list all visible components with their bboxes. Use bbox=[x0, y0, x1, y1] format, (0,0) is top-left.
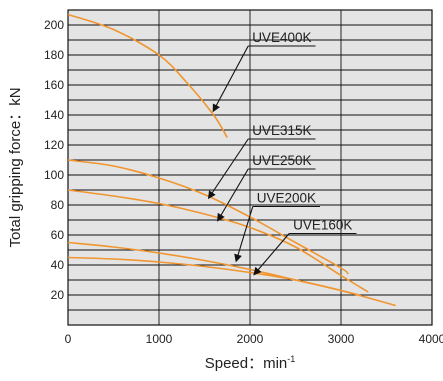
series-callout-arrow-uve250k bbox=[217, 168, 249, 222]
y-tick-label: 40 bbox=[51, 258, 65, 272]
series-line-uve160k bbox=[67, 256, 360, 296]
series-callout-arrow-uve200k bbox=[234, 206, 254, 263]
y-tick-label: 140 bbox=[44, 108, 64, 122]
series-callout-arrow-uve400k bbox=[212, 45, 249, 113]
y-tick-label: 80 bbox=[51, 198, 65, 212]
x-tick-label: 2000 bbox=[237, 332, 264, 346]
series-line-uve400k bbox=[67, 13, 228, 138]
x-tick-label: 3000 bbox=[328, 332, 355, 346]
series-line-uve250k bbox=[67, 189, 369, 293]
series-callout-arrow-uve160k bbox=[253, 233, 290, 276]
series-label-uve200k: UVE200K bbox=[257, 191, 316, 206]
x-tick-label: 4000 bbox=[419, 332, 443, 346]
y-tick-label: 100 bbox=[44, 168, 64, 182]
y-tick-label: 120 bbox=[44, 138, 64, 152]
series-label-uve400k: UVE400K bbox=[252, 30, 311, 45]
plot-frame bbox=[67, 9, 433, 326]
x-axis-title-main: Speed：min bbox=[205, 355, 288, 372]
y-axis-title: Total gripping force：kN bbox=[7, 87, 24, 247]
y-tick-label: 180 bbox=[44, 48, 64, 62]
x-tick-label: 0 bbox=[65, 332, 72, 346]
series-label-uve250k: UVE250K bbox=[252, 153, 311, 168]
x-axis-title-superscript: -1 bbox=[287, 354, 295, 364]
series-label-uve315k: UVE315K bbox=[252, 123, 311, 138]
x-axis-title: Speed：min-1 bbox=[205, 354, 296, 372]
y-tick-label: 60 bbox=[51, 228, 65, 242]
series-label-uve160k: UVE160K bbox=[293, 218, 352, 233]
series-callouts: UVE400K UVE315K UVE250K UVE200K UVE160K bbox=[207, 30, 357, 276]
y-tick-label: 160 bbox=[44, 78, 64, 92]
grid-lines bbox=[67, 9, 433, 326]
series-callout-arrow-uve315k bbox=[207, 138, 249, 200]
x-tick-label: 1000 bbox=[146, 332, 173, 346]
y-tick-label: 20 bbox=[51, 288, 65, 302]
y-tick-label: 200 bbox=[44, 18, 64, 32]
